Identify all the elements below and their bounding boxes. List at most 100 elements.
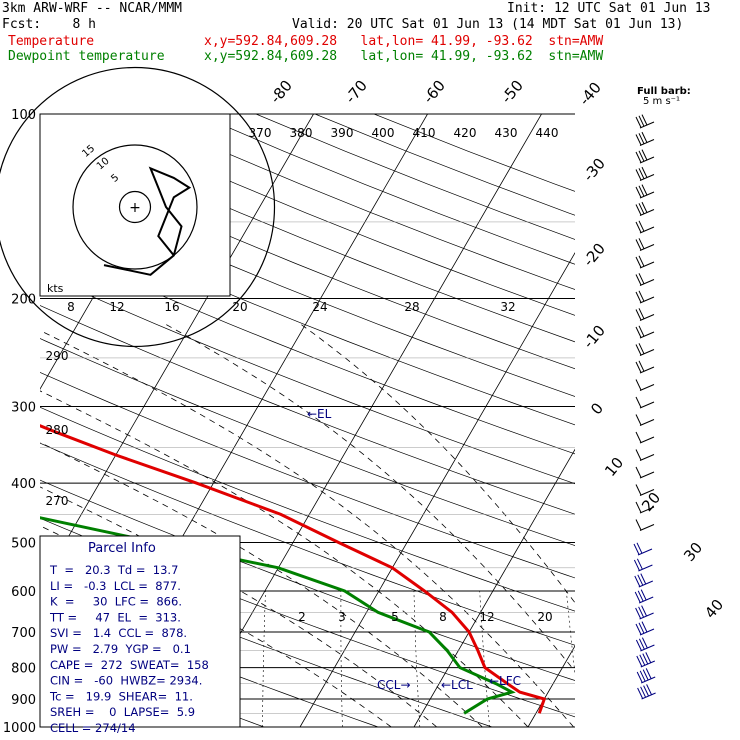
wind-barb-flag <box>635 361 642 373</box>
wind-barb-flag <box>633 559 640 571</box>
wind-barb-flag <box>635 151 642 163</box>
wind-barb-flag <box>635 239 642 251</box>
wind-barb-flag <box>635 396 642 408</box>
wind-barb-flag <box>638 606 645 618</box>
wind-barb-flag <box>640 686 647 698</box>
wind-barb-staff <box>639 384 655 391</box>
wind-barb-flag <box>638 273 645 285</box>
temperature-tick-label: 10 <box>601 454 627 480</box>
wind-barb-flag <box>641 131 648 143</box>
valid-time: Valid: 20 UTC Sat 01 Jun 13 (14 MDT Sat … <box>292 17 684 32</box>
wind-barb-flag <box>638 203 645 215</box>
wind-barb-flag <box>641 184 648 196</box>
hodograph-ring <box>118 190 152 224</box>
wind-barb-flag <box>637 687 644 699</box>
wind-barb-flag <box>635 449 642 461</box>
wind-barb-flag <box>635 309 642 321</box>
parcel-info-row: Tc = 19.9 SHEAR= 11. <box>49 689 193 703</box>
temperature-tick-label: 40 <box>701 596 727 622</box>
wind-barb <box>635 131 655 146</box>
theta-label: 290 <box>46 349 69 363</box>
wind-barb-flag <box>642 653 649 665</box>
mixing-ratio-line <box>566 590 575 676</box>
wind-barb-flag <box>636 671 643 683</box>
wind-barb <box>635 414 655 426</box>
wind-barb-flag <box>636 655 643 667</box>
wind-barb-flag <box>637 590 644 602</box>
mixing-ratio-label: 12 <box>479 610 494 624</box>
moist-adiabat-line <box>40 486 438 728</box>
wind-barb-flag <box>635 116 642 128</box>
theta-label: 370 <box>249 126 272 140</box>
wind-barb-flag <box>638 255 645 267</box>
mixing-ratio-line <box>262 590 266 727</box>
moist-adiabat-line <box>40 442 483 728</box>
wind-barb <box>635 184 655 199</box>
wind-barb-flag <box>638 220 645 232</box>
wind-barb-flag <box>638 185 645 197</box>
wind-barb-staff <box>639 401 655 409</box>
wind-barb <box>633 542 653 556</box>
wind-barb-staff <box>638 564 653 572</box>
init-time: Init: 12 UTC Sat 01 Jun 13 <box>507 1 711 16</box>
wind-barb-flag <box>636 558 643 570</box>
wind-barb <box>635 466 655 479</box>
parcel-info-row: PW = 2.79 YGP = 0.1 <box>50 642 191 656</box>
full-barb-unit: 5 m s⁻¹ <box>643 96 680 107</box>
wind-barb-flag <box>640 589 647 601</box>
pressure-tick-label: 300 <box>11 400 36 415</box>
parcel-info-row: CAPE = 272 SWEAT= 158 <box>50 658 209 672</box>
hodograph-ring <box>72 144 198 270</box>
dry-adiabat-line <box>314 114 575 216</box>
hodograph-ring <box>0 66 276 348</box>
dewpoint-legend: Dewpoint temperature <box>8 49 165 64</box>
wind-barb-staff <box>639 471 655 479</box>
wind-barb-staff <box>639 524 655 531</box>
wind-barb-flag <box>635 379 642 391</box>
wind-barb <box>636 652 655 668</box>
hodograph-panel <box>39 113 231 297</box>
wind-barb-flag <box>634 591 641 603</box>
wind-barb-flag <box>635 431 642 443</box>
parcel-info-box <box>39 535 241 728</box>
wind-barb-flag <box>638 150 645 162</box>
theta-label: 420 <box>454 126 477 140</box>
theta-label: 380 <box>290 126 313 140</box>
wind-barb-flag <box>641 114 648 126</box>
wind-barb <box>635 501 655 514</box>
wind-barb <box>635 166 655 181</box>
wind-barb-flag <box>635 466 642 478</box>
pressure-tick-label: 800 <box>11 662 36 677</box>
moist-adiabat-line <box>300 323 575 604</box>
wind-barb-flag <box>637 574 644 586</box>
isotherm-line <box>299 252 575 728</box>
wind-barb-staff <box>639 489 655 496</box>
wind-barb-staff <box>639 296 655 304</box>
temperature-tick-label: -50 <box>497 77 527 107</box>
temperature-tick-label: -70 <box>341 77 371 107</box>
wind-barb-flag <box>645 652 652 664</box>
wind-barb-staff <box>639 226 655 234</box>
pressure-tick-label: 100 <box>11 108 36 123</box>
theta-label: 430 <box>495 126 518 140</box>
temperature-location: x,y=592.84,609.28 lat,lon= 41.99, -93.62… <box>204 34 604 49</box>
isotherm-line <box>185 114 542 728</box>
pressure-tick-label: 1000 <box>3 721 36 736</box>
wind-barb <box>635 396 655 409</box>
wind-barb <box>635 238 655 251</box>
wind-barb-flag <box>635 623 642 635</box>
wind-barb-flag <box>639 654 646 666</box>
wind-barb-flag <box>635 344 642 356</box>
isotherm-line <box>40 114 314 587</box>
moist-adiabat-label: 12 <box>109 300 124 314</box>
wind-barb-flag <box>638 168 645 180</box>
temperature-tick-label: 0 <box>587 399 607 418</box>
wind-barb-flag <box>635 326 642 338</box>
temperature-tick-label: -60 <box>419 77 449 107</box>
mixing-ratio-label: 8 <box>439 610 447 624</box>
temperature-tick-label: 30 <box>680 539 706 565</box>
wind-barb <box>635 605 654 620</box>
moist-adiabat-label: 8 <box>67 300 75 314</box>
moist-adiabat-label: 16 <box>164 300 179 314</box>
